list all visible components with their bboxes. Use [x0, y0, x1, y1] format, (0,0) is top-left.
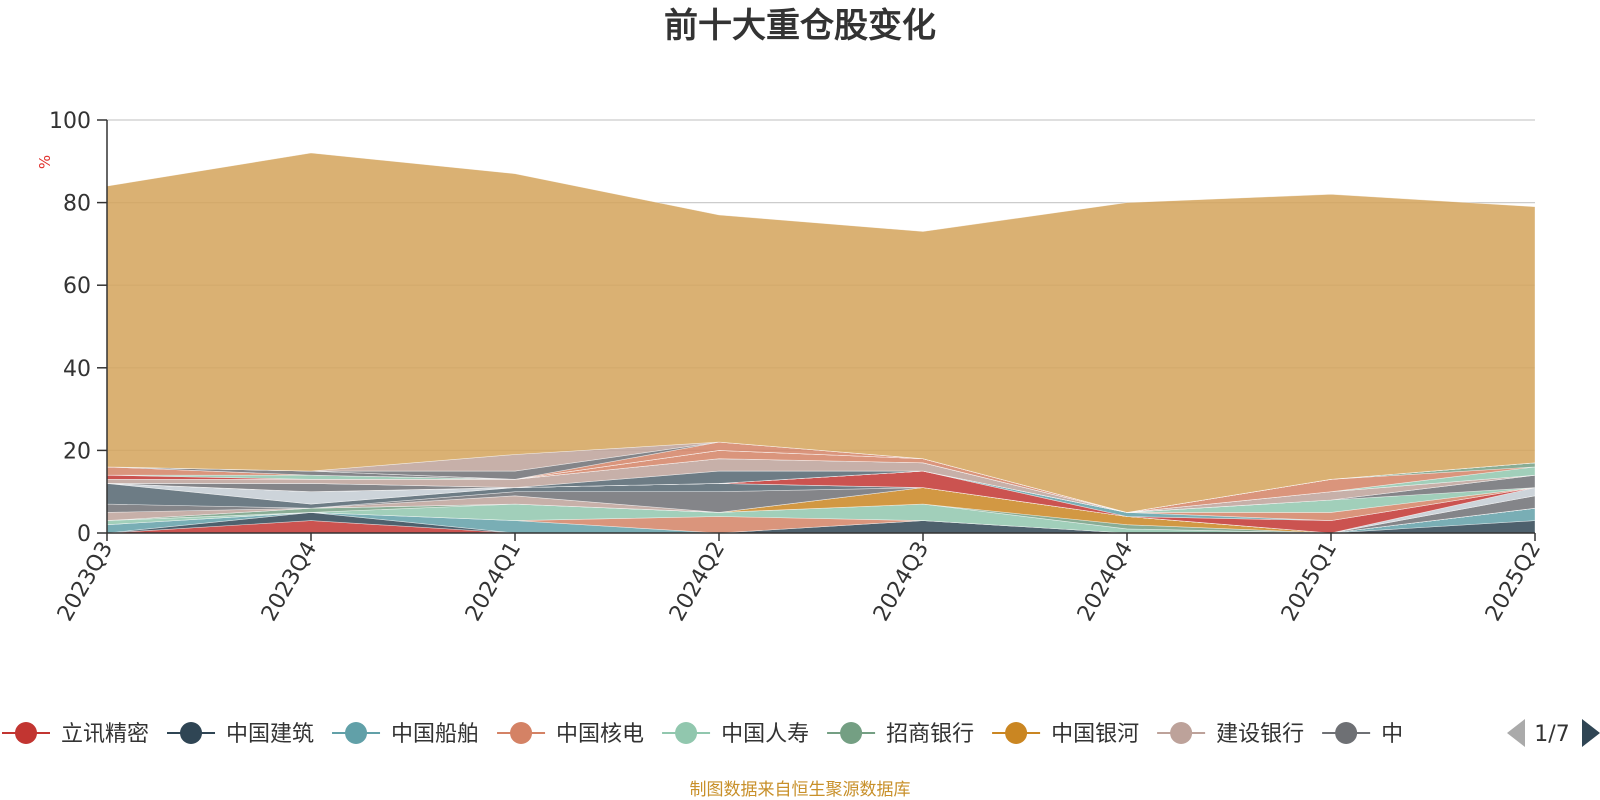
- stacked-areas: [106, 152, 1536, 534]
- legend-label: 中国银河: [1051, 722, 1139, 747]
- legend-item[interactable]: 立讯精密: [2, 722, 149, 747]
- y-tick-label: 0: [77, 522, 91, 547]
- x-tick-label: 2025Q2: [1481, 538, 1546, 626]
- legend-label: 立讯精密: [61, 722, 149, 747]
- y-axis-unit-label: %: [36, 155, 54, 169]
- y-tick-label: 60: [63, 274, 91, 299]
- y-tick-label: 80: [63, 192, 91, 217]
- legend-items: 立讯精密 中国建筑 中国船舶 中国核电 中国人寿 招商银行 中国银河 建设银行 中: [2, 722, 1403, 747]
- legend-label: 建设银行: [1216, 722, 1304, 747]
- chart-title: 前十大重仓股变化: [664, 6, 936, 46]
- x-tick-label: 2023Q4: [257, 538, 322, 626]
- x-tick-label: 2024Q4: [1073, 538, 1138, 626]
- legend-marker: [345, 722, 368, 744]
- legend-marker: [840, 722, 863, 744]
- legend-label: 中国船舶: [391, 722, 479, 747]
- legend-marker: [1170, 722, 1193, 744]
- legend-marker: [180, 722, 203, 744]
- legend-next-page-icon[interactable]: [1582, 719, 1600, 747]
- legend-label: 中国人寿: [721, 722, 809, 747]
- legend-marker: [1335, 722, 1358, 744]
- legend-label: 中国核电: [556, 722, 644, 747]
- legend-marker: [1005, 722, 1028, 744]
- data-source-note: 制图数据来自恒生聚源数据库: [690, 780, 911, 800]
- legend-marker: [510, 722, 533, 744]
- legend-item[interactable]: 中国银河: [992, 722, 1139, 747]
- legend-item[interactable]: 中国核电: [497, 722, 644, 747]
- y-tick-label: 40: [63, 357, 91, 382]
- y-tick-label: 100: [49, 109, 91, 134]
- legend-item[interactable]: 中国船舶: [332, 722, 479, 747]
- legend-item[interactable]: 建设银行: [1157, 722, 1304, 747]
- legend-marker: [15, 722, 37, 744]
- legend-item[interactable]: 招商银行: [827, 722, 974, 747]
- x-tick-label: 2023Q3: [53, 538, 118, 626]
- legend-item[interactable]: 中国建筑: [167, 722, 314, 747]
- legend-label: 中国建筑: [226, 722, 314, 747]
- x-tick-label: 2024Q2: [665, 538, 730, 626]
- y-tick-label: 20: [63, 439, 91, 464]
- x-tick-label: 2024Q1: [461, 538, 526, 626]
- legend-label: 招商银行: [886, 722, 974, 747]
- legend-item[interactable]: 中: [1322, 722, 1403, 747]
- legend-prev-page-icon[interactable]: [1507, 719, 1525, 747]
- x-tick-label: 2025Q1: [1277, 538, 1342, 626]
- legend-page-indicator: 1/7: [1534, 722, 1569, 747]
- x-tick-label: 2024Q3: [869, 538, 934, 626]
- legend-label: 中: [1381, 722, 1403, 747]
- area-series: [106, 152, 1536, 513]
- legend-marker: [675, 722, 698, 744]
- legend-item[interactable]: 中国人寿: [662, 722, 809, 747]
- legend: 立讯精密 中国建筑 中国船舶 中国核电 中国人寿 招商银行 中国银河 建设银行 中 1/7: [2, 719, 1600, 747]
